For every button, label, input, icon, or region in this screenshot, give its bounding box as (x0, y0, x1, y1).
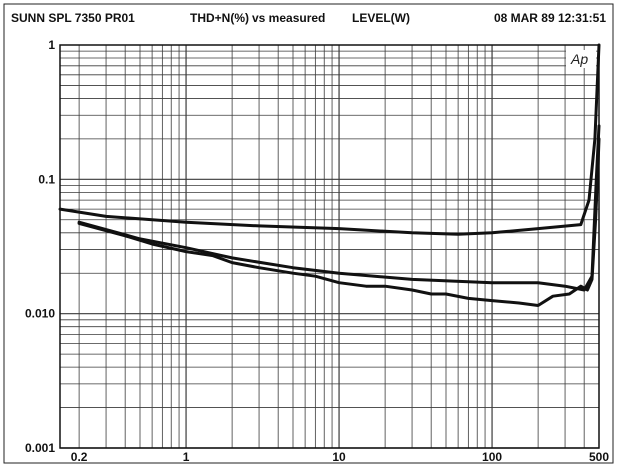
x-tick-label: 0.2 (71, 450, 88, 464)
x-tick-label: 1 (183, 450, 190, 464)
plot-frame (59, 44, 600, 449)
chart-grid (60, 45, 600, 449)
logo-backdrop (566, 50, 596, 68)
y-quantity-label: THD+N(%) (190, 11, 249, 25)
chart-header: SUNN SPL 7350 PR01 THD+N(%) vs measured … (0, 0, 617, 34)
page-border (3, 3, 614, 464)
instrument-label: SUNN SPL 7350 PR01 (11, 11, 135, 25)
y-tick-label: 0.1 (38, 172, 55, 186)
y-tick-label: 1 (48, 38, 55, 52)
ap-logo: Ap (570, 51, 588, 67)
x-tick-label: 10 (332, 450, 346, 464)
x-tick-label: 100 (482, 450, 502, 464)
series-line-3 (77, 137, 601, 307)
x-tick-label: 500 (589, 450, 609, 464)
y-tick-label: 0.001 (25, 441, 55, 455)
y-tick-label: 0.010 (25, 307, 55, 321)
series-layer (58, 43, 601, 307)
tick-labels: 0.2 1 10 100 500 1 0.1 0.010 0.001 (25, 38, 609, 464)
vs-label: vs measured (252, 11, 326, 25)
series-line-1 (58, 43, 601, 236)
x-quantity-label: LEVEL(W) (352, 11, 410, 25)
timestamp-label: 08 MAR 89 12:31:51 (493, 11, 606, 25)
